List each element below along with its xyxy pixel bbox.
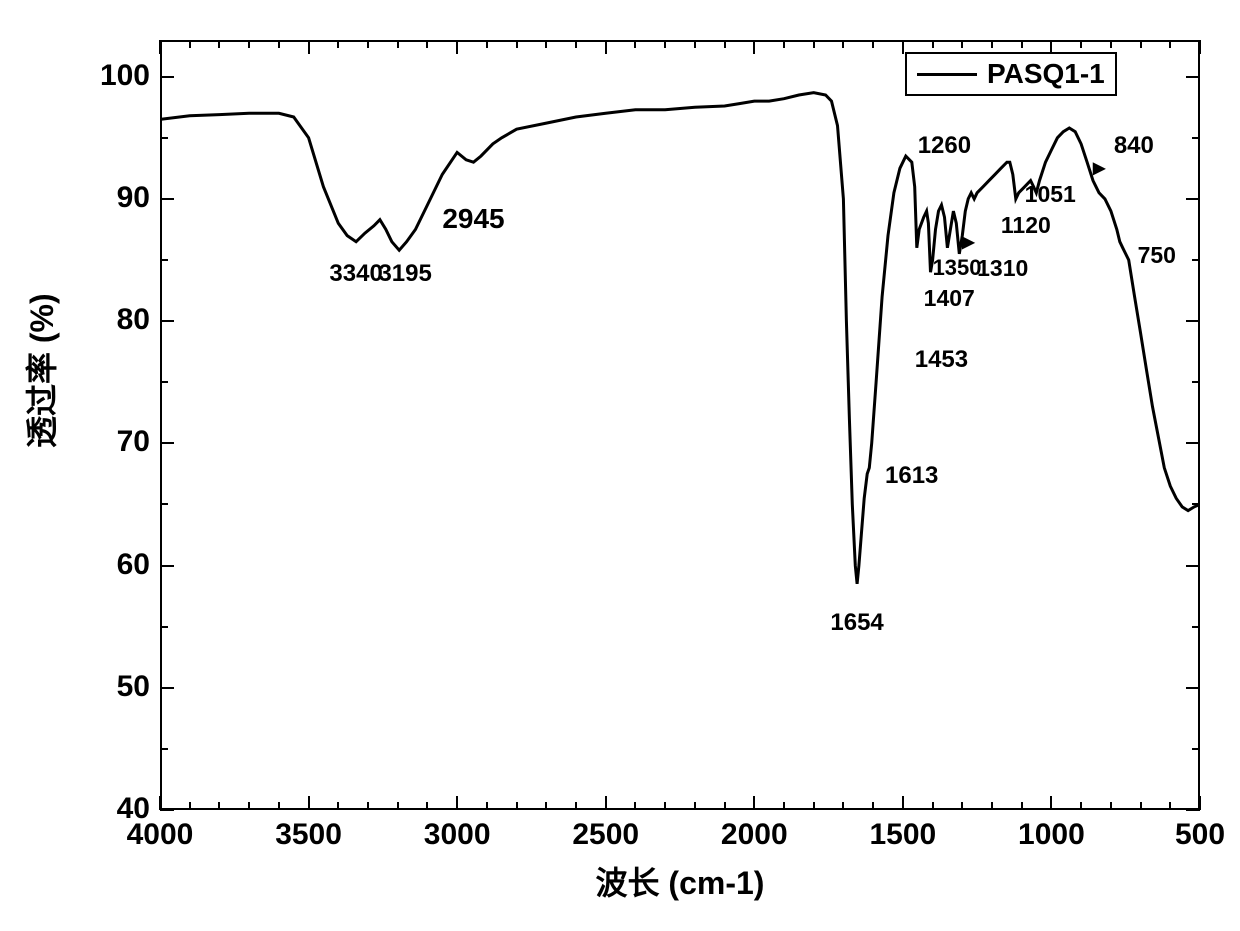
peak-label: 1453: [915, 346, 968, 374]
peak-label: 840: [1114, 132, 1154, 160]
x-tick-label: 2000: [704, 818, 804, 852]
x-tick-label: 1500: [853, 818, 953, 852]
peak-label: 1120: [1001, 212, 1051, 239]
spectrum-svg: [0, 0, 1240, 931]
chart-container: 透过率 (%) 波长 (cm-1) PASQ1-1 40003500300025…: [0, 0, 1240, 931]
peak-label: 3195: [355, 260, 455, 288]
y-tick-label: 90: [70, 181, 150, 215]
y-tick-label: 40: [70, 792, 150, 826]
y-tick-label: 60: [70, 548, 150, 582]
peak-label: 1310: [977, 255, 1028, 282]
legend-line-icon: [917, 73, 977, 76]
arrow-icon: ▶: [962, 232, 974, 252]
peak-label: 1260: [918, 132, 971, 160]
legend: PASQ1-1: [905, 52, 1117, 96]
y-tick-label: 80: [70, 303, 150, 337]
peak-label: 1613: [885, 462, 938, 490]
y-tick-label: 70: [70, 425, 150, 459]
peak-label: 1654: [807, 609, 907, 637]
spectrum-line: [160, 93, 1200, 584]
y-tick-label: 100: [70, 59, 150, 93]
x-tick-label: 2500: [556, 818, 656, 852]
peak-label: 2945: [423, 203, 523, 235]
peak-label: 1051: [1025, 181, 1076, 208]
x-tick-label: 1000: [1001, 818, 1101, 852]
y-axis-label: 透过率 (%): [17, 408, 63, 448]
x-tick-label: 500: [1150, 818, 1240, 852]
legend-text: PASQ1-1: [987, 58, 1105, 90]
x-axis-label: 波长 (cm-1): [160, 858, 1200, 904]
peak-label: 1350: [933, 255, 982, 281]
x-tick-label: 3000: [407, 818, 507, 852]
y-tick-label: 50: [70, 670, 150, 704]
peak-label: 750: [1138, 242, 1176, 269]
peak-label: 1407: [924, 285, 975, 312]
x-tick-label: 3500: [259, 818, 359, 852]
arrow-icon: ▶: [1093, 158, 1105, 178]
